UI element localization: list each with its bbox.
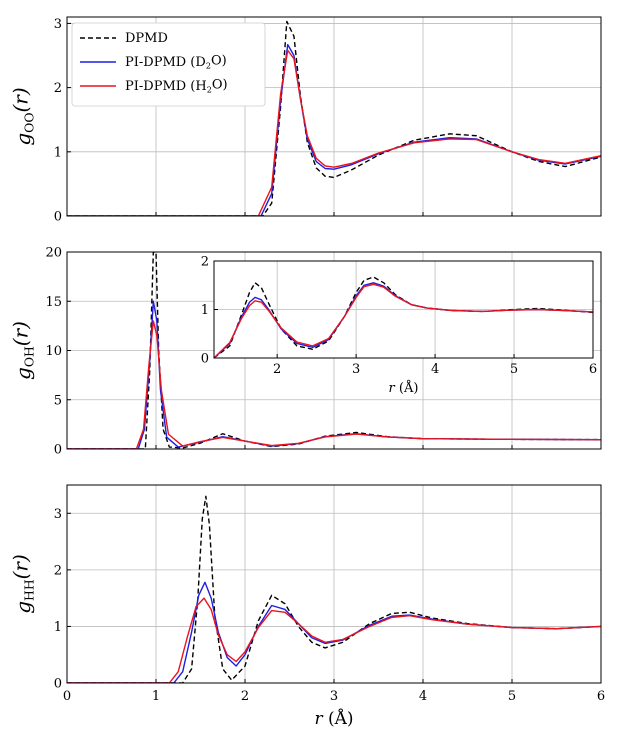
label-tail: (r) bbox=[9, 554, 33, 579]
legend-entry-label: PI-DPMD (D2O) bbox=[125, 54, 227, 71]
x-tick-label: 3 bbox=[330, 689, 338, 704]
inset-x-tick-label: 4 bbox=[431, 362, 439, 377]
label-variable: r bbox=[389, 381, 396, 396]
y-tick-label: 5 bbox=[54, 393, 62, 408]
label-variable: g bbox=[11, 133, 35, 146]
y-axis-label: gHH(r) bbox=[9, 554, 37, 614]
legend-entry-label: DPMD bbox=[125, 31, 168, 46]
label-tail: O) bbox=[212, 78, 228, 93]
inset-x-tick-label: 2 bbox=[273, 362, 281, 377]
y-tick-label: 3 bbox=[54, 507, 62, 522]
y-tick-label: 3 bbox=[54, 17, 62, 32]
label-subscript: OH bbox=[22, 346, 37, 367]
x-axis-label: r (Å) bbox=[314, 708, 353, 729]
label-subscript: 2 bbox=[206, 61, 211, 70]
y-tick-label: 0 bbox=[54, 443, 62, 458]
y-tick-label: 1 bbox=[54, 145, 62, 160]
label-variable: g bbox=[11, 601, 35, 614]
series-line-dpmd bbox=[67, 495, 601, 683]
x-tick-label: 6 bbox=[597, 689, 605, 704]
label-subscript: 2 bbox=[207, 85, 212, 94]
y-tick-label: 2 bbox=[54, 81, 62, 96]
panel-frame bbox=[66, 484, 602, 684]
label-text: (Å) bbox=[399, 380, 419, 396]
label-tail: O) bbox=[211, 54, 227, 69]
label-variable: g bbox=[11, 367, 35, 380]
label-subscript: OO bbox=[22, 113, 37, 133]
y-axis-label: gOH(r) bbox=[9, 321, 37, 380]
label-variable: r bbox=[314, 709, 323, 729]
x-tick-label: 4 bbox=[419, 689, 427, 704]
legend-entry-label: PI-DPMD (H2O) bbox=[125, 78, 228, 95]
panel-frame bbox=[66, 251, 602, 450]
y-tick-label: 20 bbox=[45, 246, 62, 261]
legend-box bbox=[71, 22, 266, 107]
label-text: PI-DPMD (D bbox=[125, 55, 206, 70]
inset-panel: 2 3 4 5 6 0 1 2 r (Å) bbox=[201, 255, 597, 397]
inset-x-tick-label: 5 bbox=[510, 362, 518, 377]
inset-y-tick-label: 0 bbox=[201, 352, 209, 367]
label-tail: (r) bbox=[9, 87, 33, 112]
series-line-pi-dpmd-h2o bbox=[67, 320, 601, 449]
y-tick-label: 15 bbox=[45, 295, 62, 310]
inset-x-tick-label: 3 bbox=[352, 362, 360, 377]
inset-y-tick-label: 1 bbox=[201, 303, 209, 318]
y-tick-label: 2 bbox=[54, 563, 62, 578]
panel-frame bbox=[66, 16, 602, 217]
x-tick-label: 5 bbox=[508, 689, 516, 704]
inset-y-tick-label: 2 bbox=[201, 255, 209, 270]
inset-x-tick-label: 6 bbox=[589, 362, 597, 377]
panel-ghh: 0 1 2 3 0 1 2 3 4 5 6 gHH(r) r (Å) bbox=[9, 484, 605, 729]
panel-goh: 0 5 10 15 20 gOH(r) 2 3 4 5 6 0 1 2 r (Å) bbox=[9, 246, 602, 458]
series-line-pi-dpmd-h2o bbox=[67, 49, 601, 216]
x-tick-label: 0 bbox=[63, 689, 71, 704]
inset-frame bbox=[213, 260, 594, 359]
y-tick-label: 0 bbox=[54, 677, 62, 692]
x-tick-label: 1 bbox=[152, 689, 160, 704]
series-line-pi-dpmd-h2o bbox=[214, 283, 593, 358]
label-tail: (r) bbox=[9, 321, 33, 346]
label-text: PI-DPMD (H bbox=[125, 79, 207, 94]
series-line-pi-dpmd-h2o bbox=[67, 597, 601, 683]
x-tick-label: 2 bbox=[241, 689, 249, 704]
label-subscript: HH bbox=[22, 579, 37, 601]
label-text: (Å) bbox=[328, 708, 354, 729]
y-axis-label: gOO(r) bbox=[9, 87, 37, 145]
inset-x-axis-label: r (Å) bbox=[389, 380, 419, 396]
y-tick-label: 10 bbox=[45, 344, 62, 359]
label-text: DPMD bbox=[125, 31, 168, 46]
y-tick-label: 0 bbox=[54, 210, 62, 225]
y-tick-label: 1 bbox=[54, 620, 62, 635]
